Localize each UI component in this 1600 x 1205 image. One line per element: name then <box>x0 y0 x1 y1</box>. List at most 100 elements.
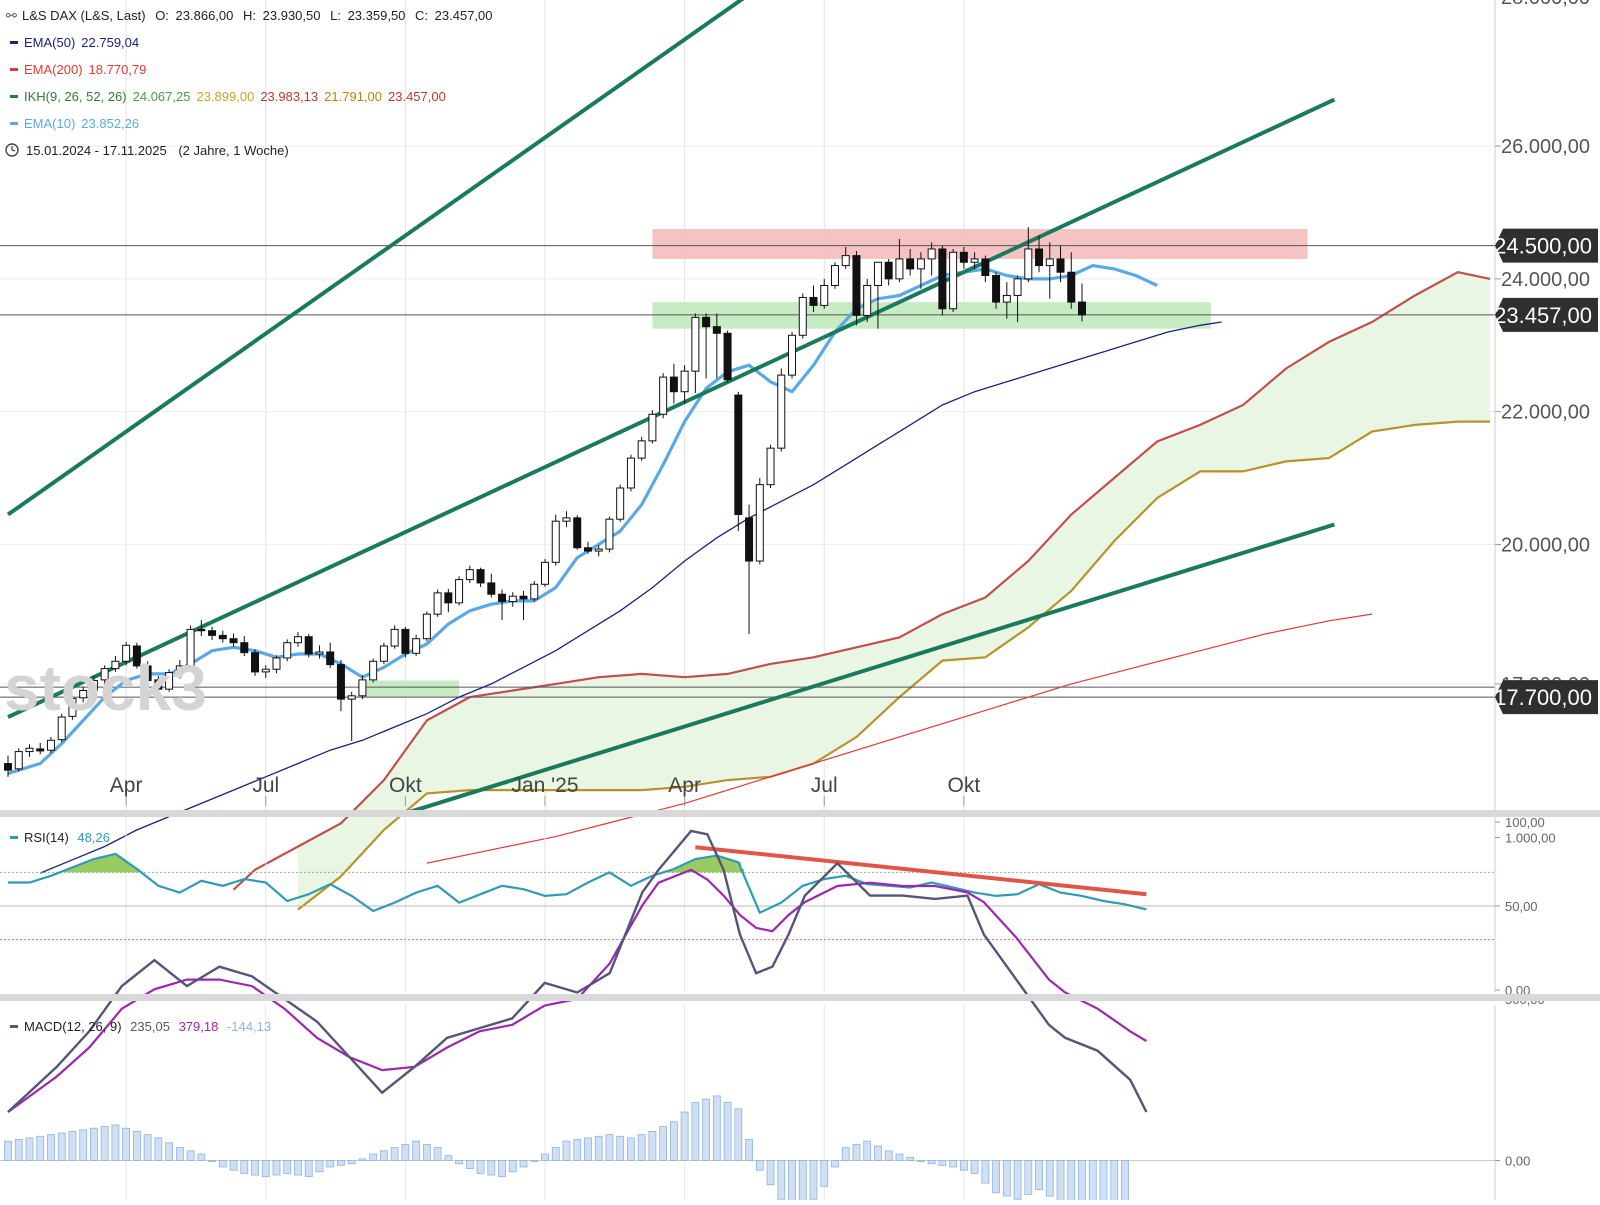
rsi-legend: RSI(14) 48,26 <box>10 830 110 845</box>
candle-53 <box>573 515 582 550</box>
candle-body-99 <box>1067 271 1076 303</box>
candle-body-96 <box>1035 248 1044 267</box>
macd-hist-bar <box>723 1101 732 1161</box>
macd-y-axis: 1.000,00500,000,00 <box>1494 831 1600 1200</box>
macd-signal-value: 379,18 <box>179 1019 219 1034</box>
candle-body-86 <box>927 248 936 260</box>
candle-body-57 <box>616 487 625 520</box>
candle-body-14 <box>154 679 163 690</box>
macd-signal-line <box>7 868 1147 1113</box>
macd-hist-bar <box>766 1160 775 1186</box>
macd-hist-bar <box>852 1143 861 1161</box>
candle-57 <box>616 484 625 522</box>
macd-hist-bar <box>25 1137 34 1161</box>
candle-43 <box>465 565 474 583</box>
candle-body-47 <box>508 595 517 603</box>
rsi-fill-seg <box>735 861 739 873</box>
candle-28 <box>304 634 313 658</box>
ikh-span-a-line <box>232 271 1491 891</box>
middle-channel-trendline <box>7 97 1336 719</box>
macd-hist-bar <box>154 1137 163 1161</box>
macd-hist-bar <box>122 1127 131 1161</box>
candle-body-39 <box>422 613 431 640</box>
ikh-legend-value-4: 23.457,00 <box>388 89 446 104</box>
candle-body-23 <box>251 652 260 673</box>
macd-hist-bar <box>927 1160 936 1165</box>
rsi-fill-seg <box>673 869 677 873</box>
candle-87 <box>938 245 947 316</box>
macd-hist-bar <box>143 1134 152 1161</box>
candle-86 <box>927 242 936 276</box>
candle-25 <box>272 655 281 674</box>
macd-hist-bar <box>498 1160 506 1178</box>
candles <box>4 227 1086 777</box>
candle-93 <box>1002 282 1011 319</box>
candle-14 <box>154 675 163 699</box>
candle-42 <box>455 576 464 606</box>
rsi-fill-seg <box>724 858 728 873</box>
candle-body-55 <box>594 548 603 552</box>
macd-label: MACD(12, 26, 9) <box>24 1019 122 1034</box>
candle-63 <box>680 365 689 404</box>
candle-9 <box>100 665 109 684</box>
candle-76 <box>820 278 829 309</box>
rsi-grid <box>0 817 1495 992</box>
month-label-2: Okt <box>389 774 422 797</box>
candle-41 <box>444 588 453 613</box>
candle-body-37 <box>401 628 410 654</box>
candle-20 <box>218 630 227 643</box>
candle-body-43 <box>465 569 474 581</box>
rsi-fill-seg <box>706 857 710 873</box>
close-value: 23.457,00 <box>435 8 493 23</box>
macd-hist-bar <box>1078 1160 1086 1205</box>
macd-hist-value: -144,13 <box>227 1019 271 1034</box>
macd-hist-bar <box>433 1147 442 1161</box>
candle-body-35 <box>379 645 388 662</box>
macd-hist-bar <box>895 1153 904 1161</box>
candle-body-100 <box>1078 301 1086 316</box>
macd-hist-bar <box>798 1160 807 1205</box>
candle-body-68 <box>734 394 743 516</box>
candle-29 <box>315 645 324 659</box>
macd-hist-bar <box>530 1160 539 1162</box>
candle-66 <box>712 313 721 379</box>
rsi-fill-seg <box>115 853 119 873</box>
candle-body-13 <box>143 665 152 682</box>
watermark: stock3 <box>4 652 207 724</box>
macd-hist-bar <box>1035 1160 1043 1190</box>
ema10-legend-swatch <box>10 122 18 125</box>
support-zone-2 <box>362 680 460 698</box>
macd-hist-bar <box>261 1160 270 1178</box>
macd-hist-bar <box>959 1160 968 1171</box>
horizontal-lines <box>0 245 1495 698</box>
price-highlight-2: 17.700,00 <box>1494 685 1592 710</box>
price-tick-partial: 28.000,00 <box>1501 0 1590 9</box>
candle-65 <box>702 313 711 379</box>
candle-62 <box>669 363 678 404</box>
candle-body-46 <box>498 593 507 603</box>
macd-hist-bar <box>702 1098 710 1161</box>
macd-hist-bar <box>519 1160 528 1168</box>
candle-body-80 <box>863 284 872 316</box>
macd-hist-bar <box>1045 1160 1054 1197</box>
price-highlight-bg-2 <box>1495 680 1598 715</box>
macd-hist-bar <box>788 1160 796 1205</box>
candle-17 <box>186 625 195 670</box>
month-label-0: Apr <box>110 774 143 797</box>
candle-60 <box>648 410 657 444</box>
rsi-fill-seg <box>93 858 98 873</box>
rsi-fill-seg <box>695 858 699 873</box>
rsi-legend-swatch <box>10 836 18 839</box>
macd-hist-bar <box>734 1108 743 1161</box>
candle-body-77 <box>830 265 839 286</box>
macd-hist-bar <box>605 1134 614 1161</box>
candle-51 <box>551 514 560 566</box>
candle-body-95 <box>1024 248 1033 280</box>
candle-16 <box>175 659 184 679</box>
macd-hist-bar <box>573 1139 582 1161</box>
macd-hist-bar <box>831 1160 839 1168</box>
ema50-legend-value-0: 22.759,04 <box>81 35 139 50</box>
candle-6 <box>68 695 77 720</box>
candle-2 <box>25 744 34 757</box>
macd-hist-bar <box>229 1160 238 1171</box>
